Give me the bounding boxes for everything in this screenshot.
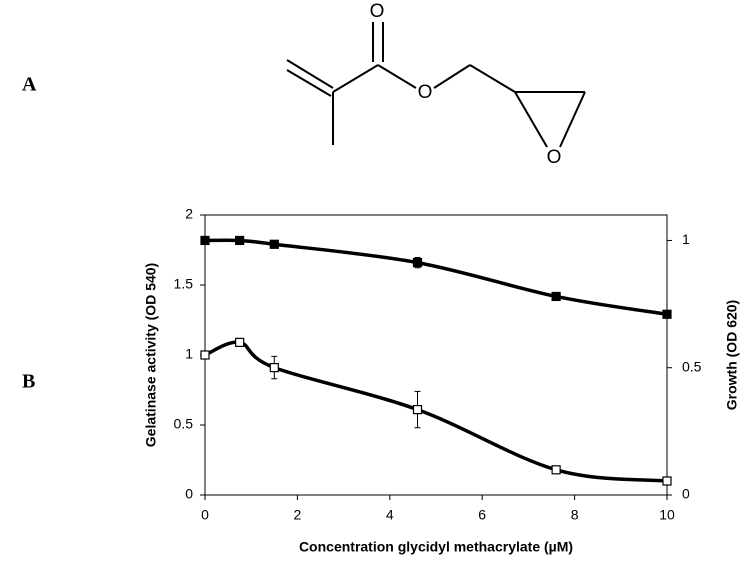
y-tick-label: 1 xyxy=(185,346,193,362)
y-tick-label: 1.5 xyxy=(174,276,194,292)
x-tick-label: 8 xyxy=(571,507,579,523)
marker xyxy=(235,235,245,246)
chemical-structure: O O O xyxy=(286,1,586,168)
x-axis-title: Concentration glycidyl methacrylate (µM) xyxy=(299,539,573,555)
marker xyxy=(412,258,423,268)
y2-tick-label: 1 xyxy=(682,231,690,247)
atom-label: O xyxy=(370,1,385,22)
x-tick-label: 6 xyxy=(478,507,486,523)
y2-tick-label: 0 xyxy=(682,486,690,502)
marker xyxy=(412,405,423,415)
y2-axis-title: Growth (OD 620) xyxy=(724,300,740,410)
marker xyxy=(551,291,561,302)
x-tick-label: 2 xyxy=(294,507,302,523)
series-line xyxy=(204,238,668,317)
atom-label: O xyxy=(547,147,562,168)
marker xyxy=(200,350,210,360)
y2-tick-label: 0.5 xyxy=(682,358,702,374)
plot-frame xyxy=(204,214,668,496)
panel-label: A xyxy=(22,74,37,96)
y-tick-label: 2 xyxy=(185,206,193,222)
marker xyxy=(235,337,245,347)
x-tick-label: 4 xyxy=(386,507,394,523)
atom-label: O xyxy=(418,82,433,103)
panel-label: B xyxy=(22,371,35,393)
y-tick-label: 0.5 xyxy=(174,416,194,432)
x-tick-label: 0 xyxy=(201,507,209,523)
marker xyxy=(662,309,672,319)
y-tick-label: 0 xyxy=(185,486,193,502)
marker xyxy=(200,235,210,246)
marker xyxy=(269,363,279,373)
marker xyxy=(551,465,561,475)
marker xyxy=(269,239,279,249)
marker xyxy=(662,476,672,486)
x-tick-label: 10 xyxy=(659,507,675,523)
y-axis-title: Gelatinase activity (OD 540) xyxy=(143,263,159,447)
